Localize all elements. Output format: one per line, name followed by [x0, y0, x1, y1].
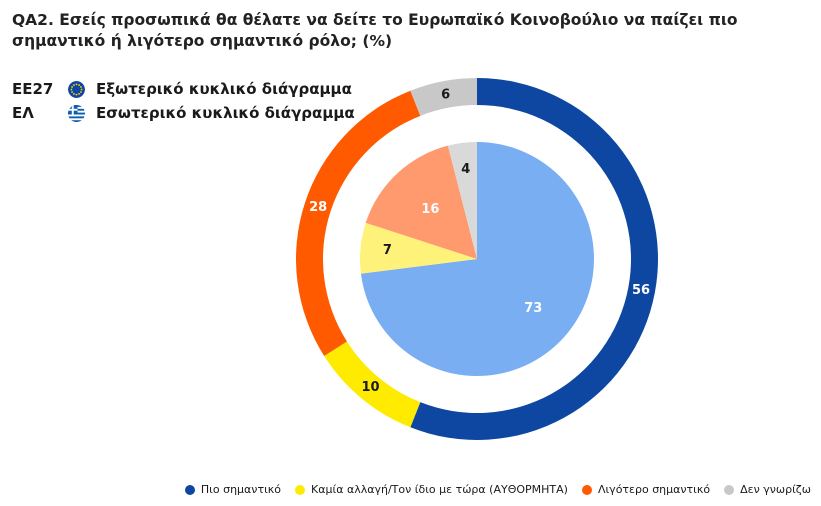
eu-flag-icon	[68, 81, 85, 98]
inner-slice-3	[365, 145, 477, 259]
outer-ring-code: EE27	[12, 80, 54, 98]
legend-label: Δεν γνωρίζω	[740, 483, 811, 496]
outer-slice-3	[295, 90, 421, 356]
legend-item-4: Δεν γνωρίζω	[724, 483, 811, 496]
legend-label: Πιο σημαντικό	[200, 483, 282, 496]
legend-swatch	[581, 484, 592, 495]
inner-slice-4	[447, 142, 477, 259]
inner-value-label-1: 73	[524, 301, 542, 316]
chart-title: QA2. Εσείς προσωπικά θα θέλατε να δείτε …	[12, 11, 738, 50]
chart-legend: Πιο σημαντικό Καμία αλλαγή/Τον ίδιο με τώ…	[0, 483, 811, 496]
legend-label: Λιγότερο σημαντικό	[597, 483, 711, 496]
greece-flag-icon	[68, 105, 85, 122]
legend-swatch	[295, 484, 306, 495]
legend-item-1: Πιο σημαντικό	[184, 483, 282, 496]
inner-slice-2	[360, 222, 477, 274]
outer-slice-4	[410, 78, 477, 116]
outer-value-label-3: 28	[309, 200, 327, 215]
inner-slice-1	[360, 142, 595, 376]
inner-value-label-3: 16	[421, 202, 439, 217]
inner-ring-code: ΕΛ	[12, 104, 34, 122]
outer-value-label-2: 10	[362, 380, 380, 395]
outer-slice-2	[324, 341, 421, 428]
outer-value-label-1: 56	[632, 283, 650, 298]
inner-value-label-2: 7	[383, 243, 392, 258]
outer-ring-label: Εξωτερικό κυκλικό διάγραμμα	[96, 80, 352, 98]
legend-item-3: Λιγότερο σημαντικό	[581, 483, 711, 496]
legend-swatch	[184, 484, 195, 495]
inner-ring-label: Εσωτερικό κυκλικό διάγραμμα	[96, 104, 355, 122]
inner-value-label-4: 4	[461, 162, 470, 177]
legend-swatch	[724, 484, 735, 495]
legend-label: Καμία αλλαγή/Τον ίδιο με τώρα (ΑΥΘΟΡΜΗΤΑ…	[311, 483, 568, 496]
legend-item-2: Καμία αλλαγή/Τον ίδιο με τώρα (ΑΥΘΟΡΜΗΤΑ…	[295, 483, 568, 496]
outer-value-label-4: 6	[441, 87, 450, 102]
